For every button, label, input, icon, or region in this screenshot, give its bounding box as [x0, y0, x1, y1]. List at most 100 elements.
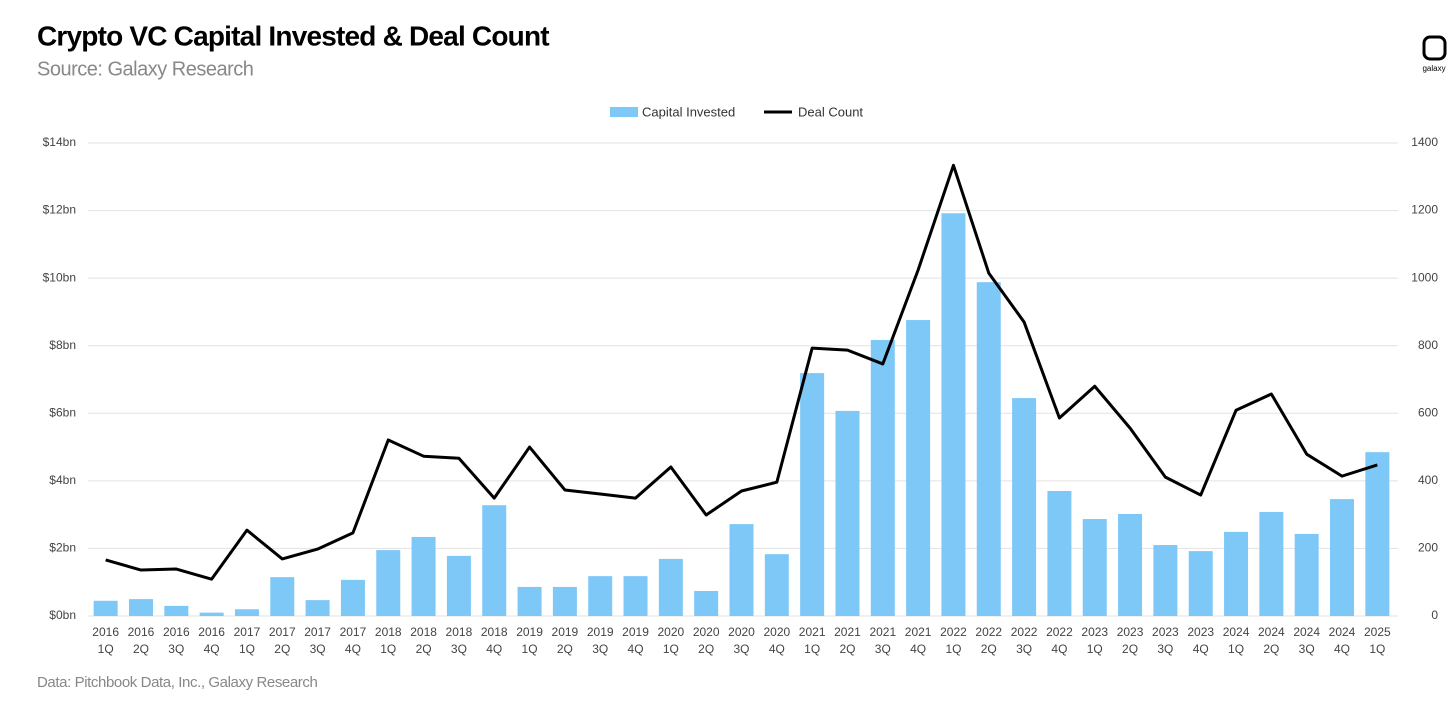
x-tick-label: 3Q — [1016, 642, 1032, 656]
x-tick-label: 4Q — [1334, 642, 1350, 656]
x-tick-label: 1Q — [380, 642, 396, 656]
bar — [164, 605, 189, 616]
bar — [446, 555, 471, 616]
x-tick-label: 2022 — [1046, 625, 1073, 639]
x-tick-label: 2018 — [446, 625, 473, 639]
bar — [906, 320, 931, 616]
chart-title: Crypto VC Capital Invested & Deal Count — [37, 20, 549, 51]
x-tick-label: 1Q — [98, 642, 114, 656]
x-tick-label: 3Q — [1299, 642, 1315, 656]
y2-tick-label: 1200 — [1411, 203, 1438, 217]
bar — [1224, 531, 1249, 616]
y-tick-label: $4bn — [49, 473, 76, 487]
bar — [270, 577, 295, 616]
x-tick-label: 2018 — [481, 625, 508, 639]
bar — [234, 609, 259, 616]
x-tick-label: 3Q — [168, 642, 184, 656]
x-tick-label: 4Q — [1193, 642, 1209, 656]
x-tick-label: 2Q — [981, 642, 997, 656]
x-tick-label: 1Q — [239, 642, 255, 656]
x-tick-label: 2021 — [799, 625, 826, 639]
x-tick-label: 2017 — [269, 625, 296, 639]
bar — [1118, 513, 1143, 616]
x-tick-label: 2022 — [940, 625, 967, 639]
x-tick-label: 2Q — [1122, 642, 1138, 656]
x-tick-label: 2Q — [416, 642, 432, 656]
y-tick-label: $14bn — [43, 135, 76, 149]
x-tick-label: 2019 — [552, 625, 579, 639]
bar — [411, 536, 436, 616]
x-tick-label: 2017 — [304, 625, 331, 639]
bar — [482, 505, 507, 616]
x-tick-label: 2Q — [698, 642, 714, 656]
footnote: Data: Pitchbook Data, Inc., Galaxy Resea… — [37, 674, 317, 691]
x-tick-label: 2022 — [1011, 625, 1038, 639]
x-tick-label: 2025 — [1364, 625, 1391, 639]
x-tick-label: 2024 — [1258, 625, 1285, 639]
y2-tick-label: 400 — [1418, 473, 1438, 487]
y-tick-label: $6bn — [49, 405, 76, 419]
chart-subtitle: Source: Galaxy Research — [37, 58, 253, 80]
x-tick-label: 4Q — [486, 642, 502, 656]
x-tick-label: 2022 — [975, 625, 1002, 639]
logo-icon — [1422, 35, 1447, 61]
x-tick-label: 2018 — [375, 625, 402, 639]
legend-swatch — [610, 107, 638, 117]
x-tick-label: 2016 — [163, 625, 190, 639]
bar — [835, 410, 860, 616]
y2-tick-label: 800 — [1418, 338, 1438, 352]
x-tick-label: 2020 — [728, 625, 755, 639]
x-tick-label: 3Q — [733, 642, 749, 656]
logo-text: galaxy — [1422, 64, 1445, 73]
bar — [870, 339, 895, 616]
x-tick-label: 1Q — [522, 642, 538, 656]
bar — [800, 373, 825, 616]
x-tick-label: 2019 — [587, 625, 614, 639]
bar — [1259, 511, 1284, 616]
bar — [1047, 490, 1072, 616]
x-tick-label: 2024 — [1329, 625, 1356, 639]
x-tick-label: 2021 — [869, 625, 896, 639]
bar — [517, 586, 542, 616]
x-tick-label: 2023 — [1187, 625, 1214, 639]
x-tick-label: 2017 — [234, 625, 261, 639]
bar — [305, 600, 330, 616]
x-tick-label: 2020 — [657, 625, 684, 639]
y-tick-label: $0bn — [49, 608, 76, 622]
x-tick-label: 2018 — [410, 625, 437, 639]
x-tick-label: 2Q — [133, 642, 149, 656]
x-tick-label: 2016 — [198, 625, 225, 639]
x-tick-label: 2020 — [693, 625, 720, 639]
x-tick-label: 2017 — [340, 625, 367, 639]
bar — [340, 579, 365, 616]
y2-tick-label: 600 — [1418, 405, 1438, 419]
x-tick-label: 4Q — [910, 642, 926, 656]
x-tick-label: 1Q — [945, 642, 961, 656]
x-tick-label: 4Q — [628, 642, 644, 656]
x-tick-label: 2019 — [622, 625, 649, 639]
bar — [1012, 398, 1037, 616]
x-tick-label: 1Q — [804, 642, 820, 656]
legend-label: Deal Count — [798, 104, 863, 119]
bar — [729, 524, 754, 616]
x-tick-label: 2023 — [1152, 625, 1179, 639]
y-tick-label: $8bn — [49, 338, 76, 352]
y2-tick-label: 200 — [1418, 541, 1438, 555]
bar — [376, 550, 401, 616]
x-tick-label: 2023 — [1081, 625, 1108, 639]
y2-tick-label: 1000 — [1411, 270, 1438, 284]
bar — [1188, 551, 1213, 616]
x-tick-label: 2021 — [834, 625, 861, 639]
x-tick-label: 3Q — [592, 642, 608, 656]
x-tick-label: 2016 — [128, 625, 155, 639]
legend-label: Capital Invested — [642, 104, 735, 119]
x-tick-label: 3Q — [310, 642, 326, 656]
bar — [1365, 452, 1390, 616]
x-tick-label: 2023 — [1117, 625, 1144, 639]
y-tick-label: $2bn — [49, 541, 76, 555]
bar — [1153, 545, 1178, 616]
bar — [694, 590, 719, 616]
x-tick-label: 1Q — [1228, 642, 1244, 656]
